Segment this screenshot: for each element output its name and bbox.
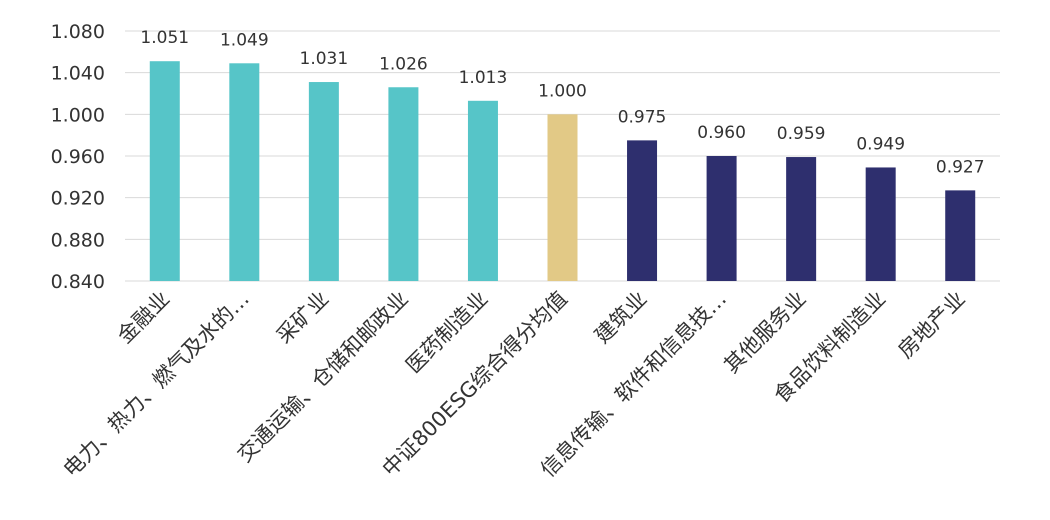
bar <box>388 87 419 281</box>
bar <box>229 63 260 281</box>
y-tick-label: 1.080 <box>51 21 105 43</box>
bar <box>706 156 737 281</box>
bar <box>865 167 896 281</box>
bar <box>149 61 180 282</box>
category-label: 建筑业 <box>590 287 652 349</box>
data-label: 0.949 <box>856 134 905 154</box>
bar <box>467 100 498 282</box>
data-label: 0.959 <box>777 124 826 144</box>
data-label: 1.026 <box>379 54 428 74</box>
data-label: 1.049 <box>220 30 269 50</box>
data-label: 0.975 <box>618 107 667 127</box>
category-label: 采矿业 <box>272 287 334 349</box>
bars <box>149 61 976 282</box>
y-axis: 0.840 0.880 0.920 0.960 1.000 1.040 1.080 <box>51 21 105 293</box>
data-label: 1.000 <box>538 81 587 101</box>
y-tick-label: 0.840 <box>51 271 105 293</box>
bar <box>308 82 339 282</box>
data-label: 1.051 <box>140 28 189 48</box>
y-tick-label: 1.000 <box>51 104 105 126</box>
category-label: 房地产业 <box>893 287 969 363</box>
bar <box>945 190 976 281</box>
data-label: 0.927 <box>936 157 985 177</box>
y-tick-label: 1.040 <box>51 63 105 85</box>
data-labels: 1.051 1.049 1.031 1.026 1.013 1.000 0.975 0.960… <box>140 28 984 177</box>
data-label: 0.960 <box>697 123 746 143</box>
y-tick-label: 0.880 <box>51 229 105 251</box>
data-label: 1.013 <box>459 68 508 88</box>
data-label: 1.031 <box>300 49 349 69</box>
category-label: 金融业 <box>113 287 175 349</box>
bar <box>627 140 658 281</box>
bar <box>786 157 817 281</box>
y-tick-label: 0.920 <box>51 188 105 210</box>
y-tick-label: 0.960 <box>51 146 105 168</box>
bar <box>547 114 578 281</box>
